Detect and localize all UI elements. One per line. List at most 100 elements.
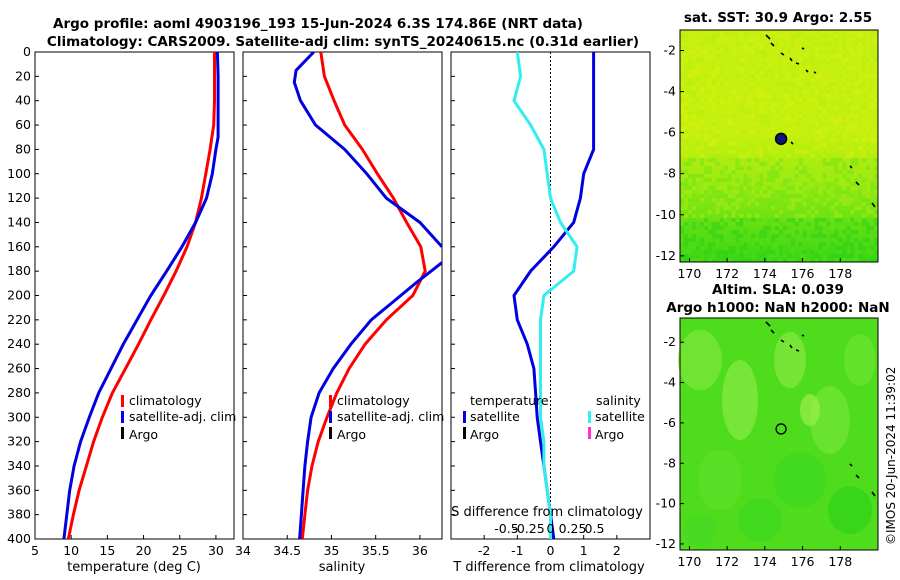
sst-cell xyxy=(834,138,839,142)
sst-cell xyxy=(759,70,764,74)
sst-cell xyxy=(731,194,736,198)
sst-cell xyxy=(703,178,708,182)
sst-cell xyxy=(786,186,791,190)
sst-cell xyxy=(743,70,748,74)
sst-cell xyxy=(751,70,756,74)
sst-cell xyxy=(755,138,760,142)
sst-cell xyxy=(782,62,787,66)
sst-cell xyxy=(810,126,815,130)
sst-cell xyxy=(782,258,787,262)
sst-cell xyxy=(759,246,764,250)
sst-cell xyxy=(782,222,787,226)
sst-cell xyxy=(703,154,708,158)
sst-cell xyxy=(838,130,843,134)
sst-cell xyxy=(707,162,712,166)
sst-cell xyxy=(850,246,855,250)
sst-cell xyxy=(703,114,708,118)
sst-cell xyxy=(771,30,776,34)
sst-cell xyxy=(854,106,859,110)
sst-cell xyxy=(830,46,835,50)
sst-cell xyxy=(779,54,783,58)
sst-cell xyxy=(822,98,827,102)
sst-cell xyxy=(794,70,799,74)
sst-cell xyxy=(838,174,843,178)
sst-cell xyxy=(779,166,783,170)
sst-cell xyxy=(826,130,831,134)
sst-cell xyxy=(822,130,827,134)
sst-cell xyxy=(699,74,704,78)
sst-cell xyxy=(747,74,752,78)
sst-cell xyxy=(767,114,772,118)
sst-cell xyxy=(699,42,704,46)
sst-cell xyxy=(743,186,748,190)
sst-cell xyxy=(830,54,835,58)
sst-cell xyxy=(683,38,688,42)
sst-cell xyxy=(687,166,692,170)
sst-cell xyxy=(806,210,811,214)
sst-cell xyxy=(850,66,855,70)
sst-cell xyxy=(767,202,772,206)
sst-cell xyxy=(854,82,859,86)
sst-cell xyxy=(683,186,688,190)
sst-cell xyxy=(842,198,847,202)
sst-cell xyxy=(727,158,732,162)
x-tick-label: 36 xyxy=(412,543,428,558)
sst-cell xyxy=(874,134,879,138)
sst-cell xyxy=(711,38,716,42)
sst-cell xyxy=(715,170,720,174)
sst-cell xyxy=(782,174,787,178)
sst-cell xyxy=(862,118,867,122)
sst-cell xyxy=(763,146,768,150)
sst-cell xyxy=(870,230,875,234)
sst-cell xyxy=(731,50,736,54)
sst-cell xyxy=(874,218,879,222)
sst-cell xyxy=(687,158,692,162)
sst-cell xyxy=(727,166,732,170)
sst-cell xyxy=(838,38,843,42)
sst-cell xyxy=(699,194,704,198)
sst-cell xyxy=(763,142,768,146)
sst-cell xyxy=(739,222,744,226)
sst-cell xyxy=(874,190,879,194)
sst-cell xyxy=(802,122,807,126)
sst-cell xyxy=(680,206,684,210)
map-x-tick-label: 178 xyxy=(828,266,852,281)
sst-cell xyxy=(743,106,748,110)
sst-cell xyxy=(691,50,696,54)
sst-cell xyxy=(683,242,688,246)
sst-cell xyxy=(802,50,807,54)
sst-cell xyxy=(846,146,851,150)
sst-cell xyxy=(834,158,839,162)
sst-cell xyxy=(822,258,827,262)
sst-cell xyxy=(779,98,783,102)
sst-cell xyxy=(763,122,768,126)
sst-cell xyxy=(731,46,736,50)
sla-blob xyxy=(678,330,722,390)
sst-cell xyxy=(858,242,863,246)
sst-cell xyxy=(874,62,879,66)
sst-cell xyxy=(790,134,795,138)
sst-cell xyxy=(822,154,827,158)
sst-cell xyxy=(699,246,704,250)
sst-cell xyxy=(711,210,716,214)
sst-cell xyxy=(703,182,708,186)
sst-cell xyxy=(743,78,748,82)
sst-cell xyxy=(870,126,875,130)
sst-cell xyxy=(707,258,712,262)
sst-cell xyxy=(858,154,863,158)
sst-cell xyxy=(767,42,772,46)
sst-cell xyxy=(790,70,795,74)
sst-cell xyxy=(842,206,847,210)
sst-cell xyxy=(802,226,807,230)
sst-cell xyxy=(691,242,696,246)
sst-cell xyxy=(707,82,712,86)
sst-cell xyxy=(695,106,700,110)
sst-cell xyxy=(751,198,756,202)
sst-cell xyxy=(767,138,772,142)
sst-cell xyxy=(739,194,744,198)
sst-cell xyxy=(747,258,752,262)
sst-cell xyxy=(834,210,839,214)
sst-cell xyxy=(798,254,803,258)
sst-cell xyxy=(711,122,716,126)
sst-cell xyxy=(842,150,847,154)
